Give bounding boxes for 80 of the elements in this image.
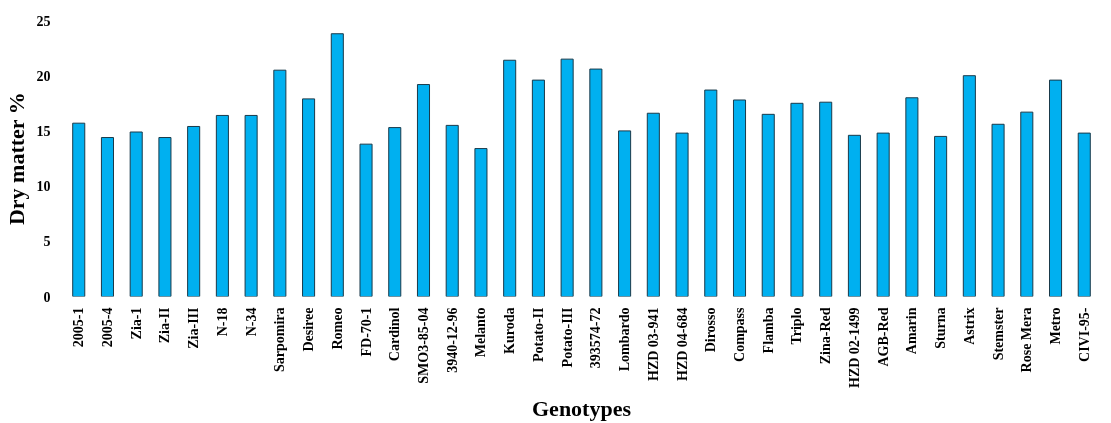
bar bbox=[962, 75, 976, 297]
x-tick-label: CIVI-95- bbox=[1076, 307, 1092, 362]
bar bbox=[100, 137, 114, 297]
x-axis-title: Genotypes bbox=[532, 396, 632, 421]
bar bbox=[273, 69, 287, 297]
bar bbox=[244, 114, 258, 297]
y-tick-label: 15 bbox=[36, 123, 51, 139]
x-tick-label: Stemster bbox=[990, 307, 1006, 361]
bar bbox=[359, 143, 373, 297]
x-tick-label: Zia-II bbox=[157, 307, 173, 344]
x-tick-label: N-34 bbox=[243, 307, 259, 337]
x-tick-label: FD-70-1 bbox=[358, 307, 374, 357]
x-tick-label: 393574-72 bbox=[588, 307, 604, 369]
x-tick-label: AGB-Red bbox=[875, 307, 891, 367]
bar bbox=[847, 134, 861, 297]
bar bbox=[876, 132, 890, 297]
bar bbox=[503, 59, 517, 297]
bar bbox=[129, 131, 143, 297]
bar bbox=[531, 79, 545, 297]
bar bbox=[388, 127, 402, 297]
y-tick-label: 20 bbox=[36, 68, 51, 84]
bar bbox=[704, 89, 718, 297]
bar bbox=[819, 101, 833, 297]
x-tick-label: Compass bbox=[732, 306, 748, 362]
x-tick-label: Dirosso bbox=[703, 307, 719, 353]
bar bbox=[618, 130, 632, 297]
bar bbox=[934, 135, 948, 297]
x-tick-label: Cardinol bbox=[387, 307, 403, 362]
x-tick-label: Astrix bbox=[961, 307, 977, 345]
bar bbox=[474, 148, 488, 297]
x-tick-label: HZD 03-941 bbox=[645, 307, 661, 381]
x-tick-label: 2005-4 bbox=[99, 307, 115, 348]
bar bbox=[1077, 132, 1091, 297]
bar bbox=[790, 102, 804, 297]
bar bbox=[72, 122, 86, 297]
bar bbox=[1049, 79, 1063, 297]
bar bbox=[560, 58, 574, 297]
x-tick-label: Melanto bbox=[473, 307, 489, 358]
x-tick-label: SMO3-85-04 bbox=[415, 307, 431, 384]
x-tick-label: Metro bbox=[1048, 307, 1064, 345]
x-tick-label: Flamba bbox=[760, 307, 776, 354]
bar bbox=[589, 68, 603, 297]
x-tick-label: N-18 bbox=[214, 307, 230, 337]
y-tick-label: 5 bbox=[43, 234, 51, 250]
x-tick-label: Sturna bbox=[933, 307, 949, 349]
x-tick-label: Zia-III bbox=[186, 307, 202, 349]
bar bbox=[445, 124, 459, 297]
x-tick-label: Kuroda bbox=[502, 307, 518, 354]
x-tick-label: Romeo bbox=[329, 307, 345, 350]
bar bbox=[905, 97, 919, 297]
y-tick-label: 25 bbox=[36, 13, 51, 29]
bar bbox=[302, 98, 316, 297]
bar bbox=[646, 112, 660, 297]
x-tick-label: Triplo bbox=[789, 307, 805, 345]
x-tick-label: Potato-III bbox=[559, 307, 575, 368]
bar bbox=[761, 113, 775, 297]
x-tick-label: HZD 02-1499 bbox=[846, 307, 862, 388]
y-axis-title: Dry matter % bbox=[3, 92, 29, 226]
bar bbox=[187, 125, 201, 297]
bar bbox=[991, 123, 1005, 297]
x-tick-label: Zia-1 bbox=[128, 307, 144, 340]
bar bbox=[416, 84, 431, 297]
x-tick-label: Sarpomira bbox=[272, 307, 288, 373]
x-tick-label: 2005-1 bbox=[71, 307, 87, 348]
x-tick-label: Desiree bbox=[301, 307, 317, 352]
bar bbox=[330, 33, 344, 297]
bar bbox=[215, 114, 229, 297]
x-tick-label: HZD 04-684 bbox=[674, 307, 690, 381]
x-tick-label: Rose Mera bbox=[1019, 307, 1035, 373]
x-tick-label: 3940-12-96 bbox=[444, 307, 460, 373]
bar bbox=[158, 137, 172, 297]
bar bbox=[675, 132, 689, 297]
bar bbox=[1020, 111, 1034, 297]
x-tick-label: Amarin bbox=[904, 307, 920, 355]
bar bbox=[732, 99, 747, 297]
y-tick-label: 10 bbox=[36, 179, 51, 195]
x-tick-label: Potato-II bbox=[530, 307, 546, 362]
y-tick-label: 0 bbox=[43, 289, 51, 305]
x-tick-label: Lombardo bbox=[617, 307, 633, 372]
x-tick-label: Zina-Red bbox=[818, 307, 834, 365]
